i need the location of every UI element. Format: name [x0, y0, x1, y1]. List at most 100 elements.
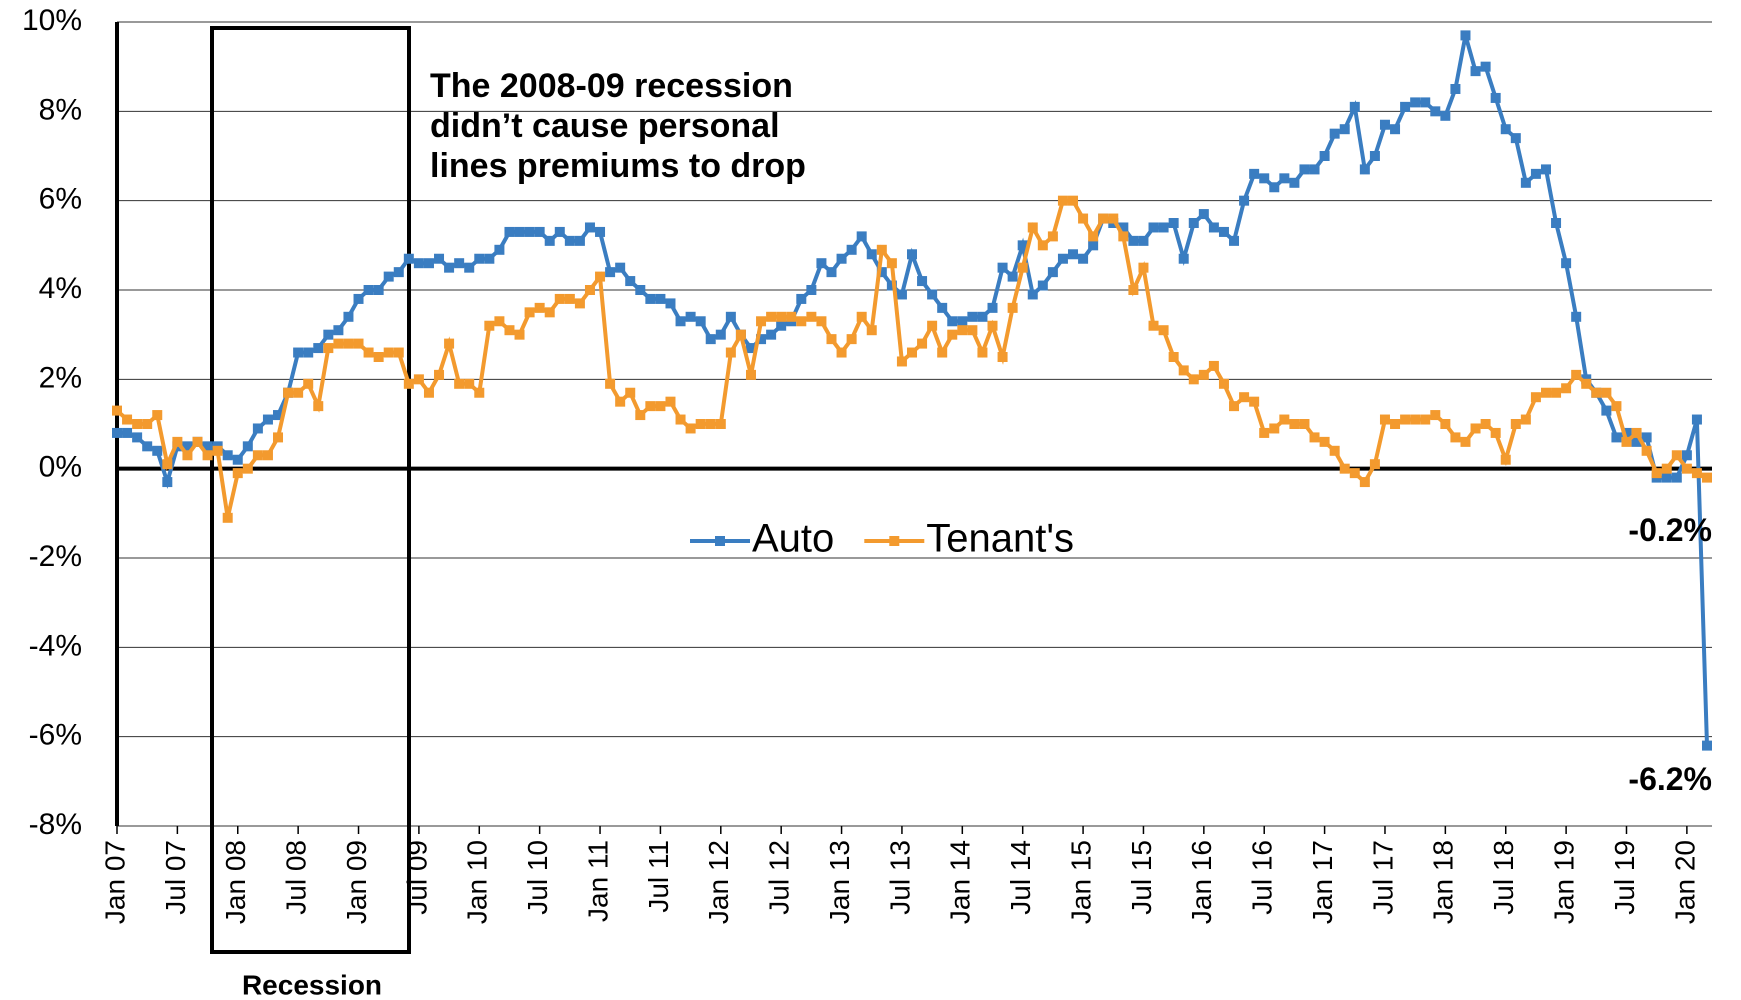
marker — [1500, 454, 1511, 465]
marker — [343, 311, 354, 322]
marker — [745, 369, 756, 380]
marker — [524, 226, 535, 237]
marker — [1551, 218, 1562, 228]
marker — [595, 226, 606, 237]
marker — [886, 258, 897, 269]
x-tick-label: Jul 19 — [1609, 840, 1640, 915]
marker — [866, 325, 877, 336]
marker — [1289, 419, 1300, 429]
marker — [1490, 427, 1501, 438]
marker — [1148, 320, 1159, 331]
legend-marker — [889, 536, 900, 546]
marker — [544, 235, 555, 246]
marker — [1540, 164, 1551, 175]
marker — [1198, 369, 1209, 380]
marker — [1410, 414, 1421, 425]
marker — [1480, 419, 1491, 429]
marker — [997, 262, 1008, 273]
marker — [1369, 151, 1380, 161]
x-tick-label: Jul 12 — [764, 840, 795, 915]
annotation: didn’t cause personal — [430, 107, 780, 145]
marker — [917, 276, 928, 287]
marker — [1400, 101, 1411, 112]
marker — [947, 316, 958, 327]
marker — [1681, 463, 1692, 474]
marker — [222, 512, 233, 523]
marker — [1027, 289, 1038, 300]
marker — [303, 378, 314, 389]
marker — [142, 419, 153, 429]
marker — [1329, 128, 1340, 139]
annotation: The 2008-09 recession — [430, 67, 793, 105]
marker — [866, 249, 877, 260]
marker — [1420, 414, 1431, 425]
marker — [1269, 423, 1280, 434]
marker — [423, 258, 434, 269]
marker — [957, 325, 968, 336]
marker — [534, 302, 545, 313]
marker — [1259, 173, 1270, 184]
marker — [252, 450, 263, 461]
marker — [1400, 414, 1411, 425]
marker — [1007, 271, 1018, 282]
y-tick-label: -2% — [29, 540, 82, 573]
marker — [1390, 124, 1401, 135]
x-tick-label: Jul 16 — [1247, 840, 1278, 915]
marker — [655, 293, 666, 304]
x-tick-label: Jul 08 — [281, 840, 312, 915]
marker — [675, 316, 686, 327]
marker — [413, 258, 424, 269]
marker — [1057, 195, 1068, 206]
marker — [484, 253, 495, 264]
marker — [373, 352, 384, 362]
x-tick-label: Jan 18 — [1428, 840, 1459, 924]
marker — [1118, 222, 1129, 233]
marker — [514, 329, 525, 340]
marker — [896, 356, 907, 367]
x-tick-label: Jan 07 — [99, 840, 130, 924]
marker — [1440, 419, 1451, 429]
marker — [927, 289, 938, 300]
marker — [1641, 432, 1652, 443]
marker — [695, 316, 706, 327]
marker — [152, 410, 163, 421]
marker — [876, 244, 887, 255]
marker — [584, 222, 595, 233]
marker — [997, 352, 1008, 362]
marker — [494, 244, 505, 255]
marker — [1249, 168, 1260, 179]
marker — [836, 253, 847, 264]
marker — [1520, 177, 1531, 188]
y-tick-label: -6% — [29, 719, 82, 752]
marker — [413, 374, 424, 385]
marker — [1088, 231, 1099, 242]
marker — [353, 293, 364, 304]
marker — [212, 445, 223, 456]
marker — [1239, 195, 1250, 206]
marker — [715, 419, 726, 429]
marker — [333, 325, 344, 336]
marker — [635, 410, 646, 421]
marker — [343, 338, 354, 349]
y-tick-label: 4% — [39, 272, 82, 305]
marker — [182, 450, 193, 461]
marker — [806, 311, 817, 322]
marker — [595, 271, 606, 282]
marker — [685, 423, 696, 434]
x-tick-label: Jan 08 — [220, 840, 251, 924]
marker — [1057, 253, 1068, 264]
x-tick-label: Jul 15 — [1126, 840, 1157, 915]
marker — [645, 401, 656, 412]
marker — [1591, 387, 1602, 398]
marker — [1601, 405, 1612, 416]
data-label: -0.2% — [1628, 512, 1712, 548]
marker — [353, 338, 364, 349]
marker — [1088, 240, 1099, 251]
marker — [242, 463, 253, 474]
marker — [1078, 253, 1089, 264]
marker — [756, 316, 767, 327]
marker — [987, 320, 998, 331]
marker — [967, 311, 978, 322]
marker — [846, 244, 857, 255]
legend-label: Tenant's — [926, 517, 1074, 561]
